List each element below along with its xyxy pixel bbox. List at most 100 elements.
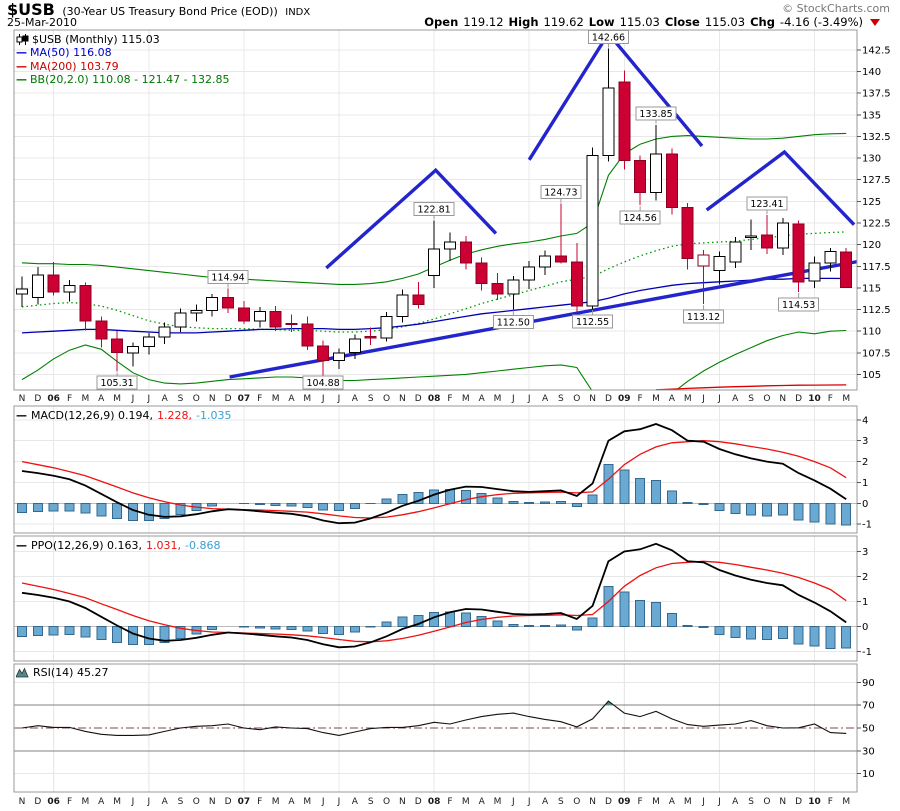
close-label: Close [664, 15, 700, 29]
svg-text:113.12: 113.12 [687, 312, 720, 323]
svg-text:F: F [67, 797, 72, 807]
ppo-panel: 3 2 1 0 -1 [13, 535, 872, 662]
svg-text:A: A [162, 394, 169, 404]
svg-text:114.53: 114.53 [782, 300, 815, 311]
svg-text:F: F [257, 394, 262, 404]
svg-text:J: J [701, 394, 705, 404]
svg-text:M: M [82, 797, 90, 807]
ppo-signal-value: 1.031, [145, 539, 181, 552]
svg-text:N: N [779, 394, 786, 404]
svg-text:A: A [542, 797, 549, 807]
svg-text:125: 125 [862, 197, 881, 208]
svg-text:90: 90 [862, 678, 875, 689]
change-down-triangle-icon [870, 18, 880, 26]
svg-text:F: F [447, 394, 452, 404]
candles [16, 48, 853, 376]
svg-text:112.55: 112.55 [576, 317, 609, 328]
svg-text:-1: -1 [862, 520, 872, 531]
panel-frame [13, 405, 861, 534]
svg-text:08: 08 [428, 394, 441, 404]
svg-text:124.73: 124.73 [544, 188, 577, 199]
svg-text:2: 2 [862, 572, 868, 583]
svg-text:A: A [669, 394, 676, 404]
svg-text:M: M [652, 797, 660, 807]
svg-text:M: M [842, 797, 850, 807]
svg-text:A: A [288, 797, 295, 807]
svg-text:F: F [828, 394, 833, 404]
candlestick-icon [16, 33, 29, 45]
svg-text:06: 06 [47, 797, 60, 807]
svg-text:124.56: 124.56 [624, 213, 657, 224]
panel-frame [13, 29, 861, 391]
svg-text:09: 09 [618, 394, 631, 404]
svg-text:A: A [479, 394, 486, 404]
ma200-legend: MA(200) 103.79 [30, 59, 119, 73]
ma200-swatch: — [16, 59, 27, 73]
svg-text:J: J [146, 394, 150, 404]
svg-text:S: S [178, 394, 184, 404]
svg-text:0: 0 [862, 622, 868, 633]
panel-grid [14, 536, 857, 661]
svg-text:J: J [337, 394, 341, 404]
svg-text:A: A [98, 394, 105, 404]
svg-text:D: D [34, 797, 41, 807]
svg-text:A: A [732, 394, 739, 404]
bb-swatch: — [16, 73, 27, 87]
svg-text:M: M [303, 394, 311, 404]
exchange-label: INDX [285, 7, 311, 18]
svg-text:120: 120 [862, 240, 881, 251]
macd-panel-histogram [17, 464, 852, 526]
svg-text:F: F [828, 797, 833, 807]
ppo-swatch: — [16, 539, 27, 552]
open-label: Open [424, 15, 459, 29]
svg-text:J: J [131, 394, 135, 404]
svg-text:O: O [763, 394, 770, 404]
svg-text:08: 08 [428, 797, 441, 807]
svg-text:M: M [842, 394, 850, 404]
svg-text:F: F [638, 797, 643, 807]
svg-text:07: 07 [238, 394, 251, 404]
open-value: 119.12 [463, 15, 504, 29]
ppo-name: PPO(12,26,9) 0.163, [31, 539, 142, 552]
svg-text:A: A [732, 797, 739, 807]
svg-text:117.5: 117.5 [862, 262, 891, 273]
svg-text:A: A [352, 797, 359, 807]
svg-text:M: M [494, 797, 502, 807]
svg-text:J: J [146, 797, 150, 807]
svg-text:107.5: 107.5 [862, 348, 891, 359]
svg-text:06: 06 [47, 394, 60, 404]
svg-text:132.5: 132.5 [862, 132, 891, 143]
svg-text:M: M [272, 394, 280, 404]
svg-text:N: N [779, 797, 786, 807]
chg-value: -4.16 (-3.49%) [779, 15, 863, 29]
svg-text:D: D [605, 394, 612, 404]
chg-label: Chg [750, 15, 775, 29]
svg-text:115: 115 [862, 283, 881, 294]
svg-text:135: 135 [862, 110, 881, 121]
symbol-text: $USB [7, 0, 55, 19]
svg-text:137.5: 137.5 [862, 89, 891, 100]
svg-text:M: M [272, 797, 280, 807]
svg-text:1: 1 [862, 478, 868, 489]
svg-text:M: M [303, 797, 311, 807]
svg-text:10: 10 [862, 769, 875, 780]
svg-text:112.50: 112.50 [497, 318, 530, 329]
ma50-swatch: — [16, 46, 27, 60]
ma50-legend: MA(50) 116.08 [30, 46, 112, 60]
svg-text:1: 1 [862, 597, 868, 608]
panel-frame [13, 663, 861, 793]
svg-text:30: 30 [862, 746, 875, 757]
svg-text:A: A [162, 797, 169, 807]
ppo-legend: — PPO(12,26,9) 0.163, 1.031, -0.868 [16, 539, 220, 552]
svg-text:122.81: 122.81 [417, 204, 450, 215]
svg-text:50: 50 [862, 724, 875, 735]
svg-text:D: D [225, 394, 232, 404]
svg-text:3: 3 [862, 547, 868, 558]
panel-grid [14, 30, 857, 390]
rsi-legend: RSI(14) 45.27 [16, 666, 108, 679]
svg-text:J: J [511, 394, 515, 404]
svg-text:N: N [589, 797, 596, 807]
svg-text:3: 3 [862, 436, 868, 447]
svg-text:O: O [573, 797, 580, 807]
